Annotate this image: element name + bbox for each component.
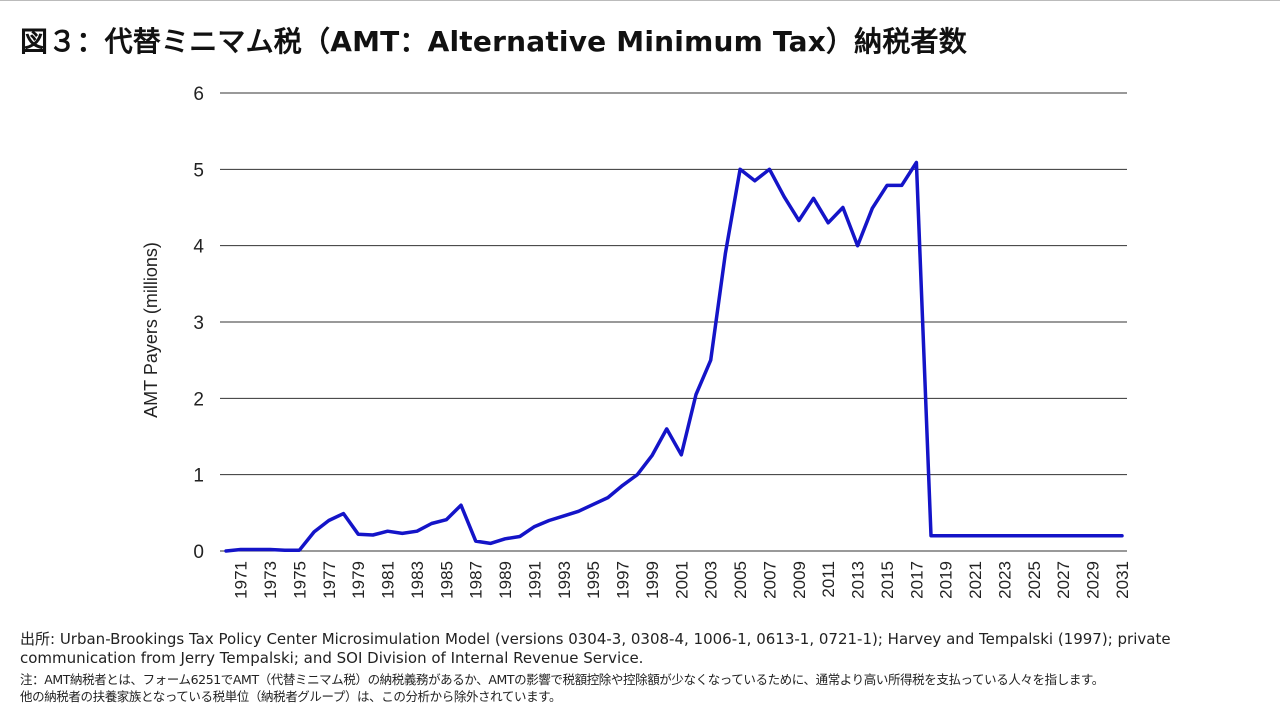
x-tick-label: 2009 bbox=[790, 561, 809, 599]
x-tick-label: 2005 bbox=[731, 561, 750, 599]
x-tick-label: 2023 bbox=[995, 561, 1014, 599]
x-tick-label: 1999 bbox=[643, 561, 662, 599]
x-tick-label: 1989 bbox=[496, 561, 515, 599]
x-tick-label: 1997 bbox=[614, 561, 633, 599]
y-tick-label: 5 bbox=[193, 160, 204, 181]
footnote-line-1: 注：AMT納税者とは、フォーム6251でAMT（代替ミニマム税）の納税義務がある… bbox=[20, 672, 1104, 687]
x-tick-label: 2013 bbox=[849, 561, 868, 599]
x-tick-label: 2031 bbox=[1113, 561, 1132, 599]
x-tick-label: 2025 bbox=[1025, 561, 1044, 599]
x-tick-label: 2021 bbox=[966, 561, 985, 599]
x-tick-label: 1983 bbox=[408, 561, 427, 599]
x-tick-label: 2015 bbox=[878, 561, 897, 599]
x-tick-label: 1991 bbox=[525, 561, 544, 599]
y-tick-label: 2 bbox=[193, 389, 204, 410]
x-tick-label: 1971 bbox=[232, 561, 251, 599]
x-tick-label: 2017 bbox=[907, 561, 926, 599]
source-note: 出所: Urban-Brookings Tax Policy Center Mi… bbox=[20, 630, 1171, 667]
top-border bbox=[0, 0, 1280, 1]
x-tick-label: 1975 bbox=[290, 561, 309, 599]
page-title: 図３：代替ミニマム税（AMT：Alternative Minimum Tax）納… bbox=[20, 25, 967, 58]
x-tick-labels: 1971 1973 1975 1977 1979 1981 1983 1985 1987 1989… bbox=[232, 561, 1132, 599]
y-tick-label: 3 bbox=[193, 313, 204, 334]
series-layer bbox=[224, 160, 1124, 553]
x-tick-label: 2019 bbox=[937, 561, 956, 599]
x-tick-label: 1977 bbox=[320, 561, 339, 599]
x-tick-label: 1973 bbox=[261, 561, 280, 599]
y-tick-labels: 0 1 2 3 4 5 6 bbox=[193, 84, 204, 563]
x-tick-label: 1985 bbox=[437, 561, 456, 599]
y-axis-label: AMT Payers (millions) bbox=[141, 242, 161, 418]
x-tick-label: 2027 bbox=[1054, 561, 1073, 599]
x-tick-label: 2029 bbox=[1084, 561, 1103, 599]
x-tick-label: 1995 bbox=[584, 561, 603, 599]
y-tick-label: 1 bbox=[193, 466, 204, 487]
grid-layer bbox=[220, 92, 1127, 552]
footnote: 注：AMT納税者とは、フォーム6251でAMT（代替ミニマム税）の納税義務がある… bbox=[20, 671, 1270, 705]
x-tick-label: 1981 bbox=[379, 561, 398, 599]
footnote-line-2: 他の納税者の扶養家族となっている税単位（納税者グループ）は、この分析から除外され… bbox=[20, 689, 562, 704]
x-tick-label: 2011 bbox=[819, 561, 838, 598]
x-tick-label: 1993 bbox=[555, 561, 574, 599]
series-line-0 bbox=[224, 160, 1124, 553]
x-tick-label: 2007 bbox=[760, 561, 779, 599]
y-tick-label: 6 bbox=[193, 84, 204, 105]
x-tick-label: 1987 bbox=[467, 561, 486, 599]
x-tick-label: 2001 bbox=[672, 561, 691, 599]
y-tick-label: 0 bbox=[193, 542, 204, 563]
y-tick-label: 4 bbox=[193, 237, 204, 258]
x-tick-label: 1979 bbox=[349, 561, 368, 599]
x-tick-label: 2003 bbox=[702, 561, 721, 599]
